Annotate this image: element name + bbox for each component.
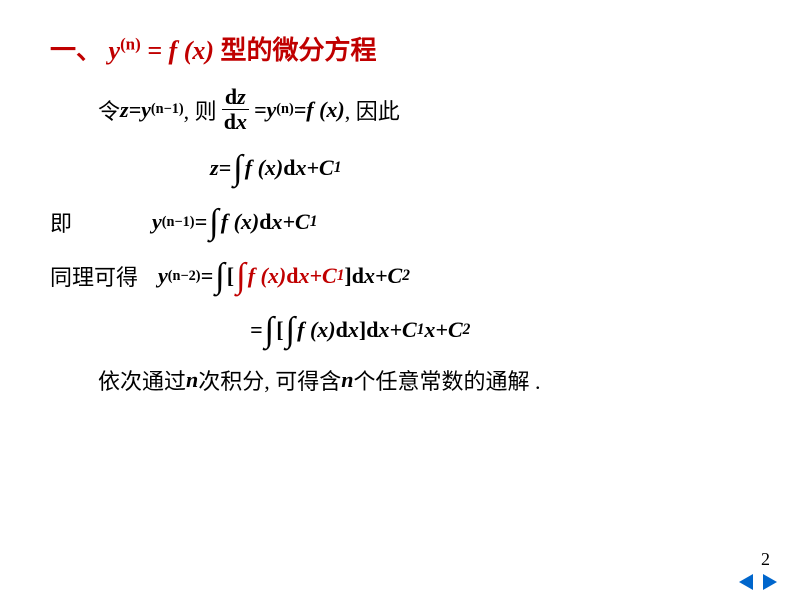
l2-eq: = xyxy=(219,155,232,181)
l5-lb: [ xyxy=(276,317,283,343)
l6-t2: 次积分, 可得含 xyxy=(198,364,341,396)
heading-sup: (n) xyxy=(120,34,141,53)
l6-t1: 依次通过 xyxy=(98,364,186,396)
l1-den: x xyxy=(236,109,247,134)
l4-plus1: + xyxy=(309,263,322,289)
l1-y2: y xyxy=(266,97,276,123)
l1-eq2: = xyxy=(254,97,267,123)
l2-plus: + xyxy=(306,155,319,181)
derivation-line-2: z = ∫ f (x)dx + C1 xyxy=(210,148,750,188)
l1-z: z xyxy=(120,97,129,123)
l4-rb: ] xyxy=(344,263,351,289)
integral-icon: ∫ xyxy=(284,310,298,350)
l3-sub: 1 xyxy=(310,213,318,231)
l5-extra: + xyxy=(389,317,402,343)
l5-rb: ] xyxy=(359,317,366,343)
integral-icon: ∫ xyxy=(234,256,248,296)
l1-t1: 令 xyxy=(98,94,120,126)
page-number: 2 xyxy=(761,549,770,570)
l4-C1: C xyxy=(322,263,337,289)
l3-sup: (n−1) xyxy=(162,214,195,231)
derivation-line-3: 即 y(n−1) = ∫ f (x)dx + C1 xyxy=(50,202,750,242)
heading-eq: = xyxy=(141,36,169,65)
section-heading: 一、 y(n) = f (x) 型的微分方程 xyxy=(50,30,750,67)
l5-plus: + xyxy=(435,317,448,343)
l2-C: C xyxy=(319,155,334,181)
conclusion-line: 依次通过 n 次积分, 可得含 n 个任意常数的通解 . xyxy=(98,364,750,396)
l1-t3: , 因此 xyxy=(345,94,400,126)
slide-content: 一、 y(n) = f (x) 型的微分方程 令 z = y(n−1) , 则 … xyxy=(0,0,800,600)
l4-sup: (n−2) xyxy=(168,268,201,285)
l5-x: x xyxy=(424,317,435,343)
l4-eq: = xyxy=(201,263,214,289)
l4-C2: C xyxy=(388,263,403,289)
derivation-line-5: = ∫ [ ∫ f (x)dx ]dx + C1x + C2 xyxy=(250,310,750,350)
derivation-line-1: 令 z = y(n−1) , 则 dz dx = y(n)= f (x) , 因… xyxy=(98,85,750,134)
l4-y: y xyxy=(158,263,168,289)
l2-dx: x xyxy=(295,155,306,181)
integral-icon: ∫ xyxy=(207,202,221,242)
l4-lb: [ xyxy=(227,263,234,289)
l5-eq: = xyxy=(250,317,263,343)
l3-eq: = xyxy=(195,209,208,235)
l1-fx: f (x) xyxy=(306,97,344,123)
derivation-line-4: 同理可得 y(n−2) = ∫ [ ∫ f (x)dx + C1 ]dx + C… xyxy=(50,256,750,296)
l1-frac: dz dx xyxy=(221,85,250,134)
l3-label: 即 xyxy=(50,206,72,238)
l1-y: y xyxy=(141,97,151,123)
l3-y: y xyxy=(152,209,162,235)
l3-C: C xyxy=(295,209,310,235)
l1-num: z xyxy=(237,84,246,109)
l2-d: d xyxy=(283,155,295,181)
heading-lhs: y xyxy=(109,36,121,65)
l4-label: 同理可得 xyxy=(50,260,138,292)
l2-sub: 1 xyxy=(334,159,342,177)
heading-rhs: f (x) xyxy=(169,36,214,65)
l3-fx: f (x) xyxy=(221,209,259,235)
l4-sub1: 1 xyxy=(337,267,345,285)
l5-fx: f (x) xyxy=(297,317,335,343)
l6-n1: n xyxy=(186,367,198,393)
next-icon[interactable] xyxy=(763,574,777,590)
l5-sub2: 2 xyxy=(463,321,471,339)
integral-icon: ∫ xyxy=(213,256,227,296)
l1-eq3: = xyxy=(294,97,307,123)
l6-t3: 个任意常数的通解 . xyxy=(354,364,541,396)
integral-icon: ∫ xyxy=(231,148,245,188)
l5-C1: C xyxy=(402,317,417,343)
l2-z: z xyxy=(210,155,219,181)
l1-t2: , 则 xyxy=(184,94,217,126)
l4-plus2: + xyxy=(375,263,388,289)
l3-plus: + xyxy=(282,209,295,235)
l1-sup2: (n) xyxy=(276,101,293,118)
l5-C2: C xyxy=(448,317,463,343)
prev-icon[interactable] xyxy=(739,574,753,590)
l6-n2: n xyxy=(341,367,353,393)
heading-prefix: 一、 xyxy=(50,35,102,65)
l4-sub2: 2 xyxy=(402,267,410,285)
l1-eq: = xyxy=(129,97,142,123)
nav-controls xyxy=(736,574,780,595)
l2-fx: f (x) xyxy=(245,155,283,181)
l4-fx: f (x) xyxy=(248,263,286,289)
integral-icon: ∫ xyxy=(263,310,277,350)
l1-sup: (n−1) xyxy=(151,101,184,118)
heading-suffix: 型的微分方程 xyxy=(221,35,377,65)
